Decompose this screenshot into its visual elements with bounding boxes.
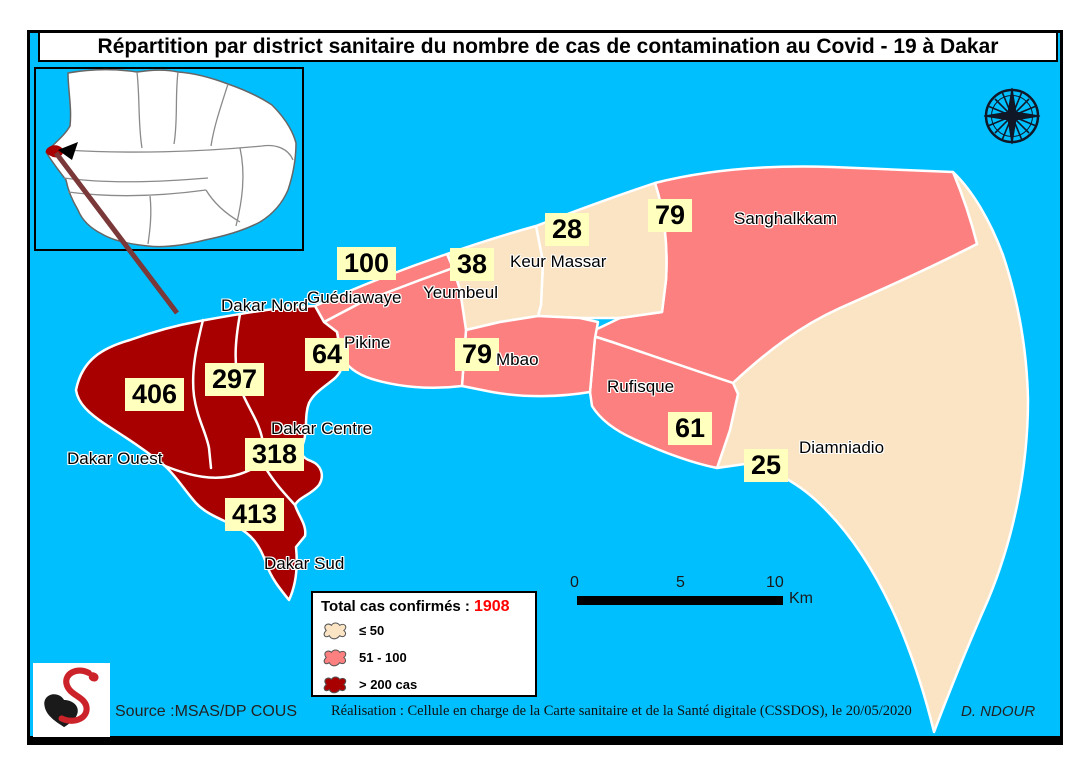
legend-item-high: > 200 cas: [321, 671, 527, 697]
scalebar-tick-10: 10: [766, 574, 784, 591]
district-label-keur-massar: Keur Massar: [510, 252, 607, 271]
district-label-dakar-nord: Dakar Nord: [221, 296, 308, 315]
msas-logo-icon: [44, 667, 99, 728]
scalebar-tick-5: 5: [676, 574, 685, 591]
legend-box: Total cas confirmés :1908 ≤ 50 51 - 100 …: [311, 591, 537, 697]
district-value-yeumbeul: 38: [450, 248, 495, 282]
leader-line: [54, 151, 179, 315]
legend-swatch-low-icon: [323, 621, 347, 639]
district-value-dakar-ouest: 406: [125, 378, 185, 412]
district-label-rufisque: Rufisque: [607, 377, 675, 396]
district-label-mbao: Mbao: [496, 350, 539, 369]
legend-item-low: ≤ 50: [321, 617, 527, 643]
district-value-sanghalkkam: 79: [648, 199, 693, 233]
district-label-pikine: Pikine: [344, 333, 391, 352]
credit-text: Réalisation : Cellule en charge de la Ca…: [331, 703, 912, 719]
district-label-sanghalkkam: Sanghalkkam: [734, 209, 838, 228]
legend-total-value: 1908: [473, 598, 510, 615]
district-shape-mbao: [460, 314, 600, 398]
map-title-text: Répartition par district sanitaire du no…: [97, 34, 999, 58]
district-label-guediawaye: Guédiawaye: [307, 288, 402, 307]
district-label-dakar-ouest: Dakar Ouest: [67, 449, 163, 468]
district-value-rufisque: 61: [668, 412, 713, 446]
district-value-dakar-sud: 413: [225, 498, 285, 532]
district-value-dakar-centre: 318: [245, 438, 305, 472]
legend-label-mid: 51 - 100: [359, 649, 407, 665]
district-value-guediawaye: 100: [337, 247, 397, 281]
district-value-pikine: 64: [305, 338, 350, 372]
inset-map-senegal: [34, 67, 304, 251]
scalebar-unit: Km: [789, 590, 813, 607]
legend-swatch-high-icon: [323, 675, 347, 693]
legend-label-high: > 200 cas: [359, 676, 418, 692]
district-value-diamniadio: 25: [744, 449, 789, 483]
frame-bottom-bar: [27, 736, 1063, 745]
inset-region-borders: [63, 71, 294, 245]
district-value-mbao: 79: [455, 338, 500, 372]
compass-icon: [983, 87, 1041, 145]
district-label-yeumbeul: Yeumbeul: [423, 283, 498, 302]
source-text: Source :MSAS/DP COUS: [115, 703, 297, 720]
district-label-dakar-sud: Dakar Sud: [264, 554, 345, 573]
legend-swatch-mid-icon: [323, 648, 347, 666]
scalebar-tick-0: 0: [570, 574, 579, 591]
district-value-dakar-nord: 297: [205, 363, 265, 397]
district-value-keur-massar: 28: [545, 213, 590, 247]
district-label-dakar-centre: Dakar Centre: [271, 419, 373, 438]
district-shape-guediawaye: [313, 252, 455, 324]
district-label-diamniadio: Diamniadio: [799, 438, 885, 457]
scalebar: [577, 596, 783, 605]
msas-logo: [33, 663, 110, 737]
inset-senegal-outline: [45, 69, 297, 248]
map-title: Répartition par district sanitaire du no…: [38, 31, 1058, 62]
legend-title-row: Total cas confirmés :1908: [321, 598, 527, 616]
author-text: D. NDOUR: [961, 703, 1036, 720]
inset-arrow: [58, 142, 78, 160]
legend-title: Total cas confirmés :: [321, 598, 470, 615]
legend-label-low: ≤ 50: [359, 622, 385, 638]
legend-item-mid: 51 - 100: [321, 644, 527, 670]
